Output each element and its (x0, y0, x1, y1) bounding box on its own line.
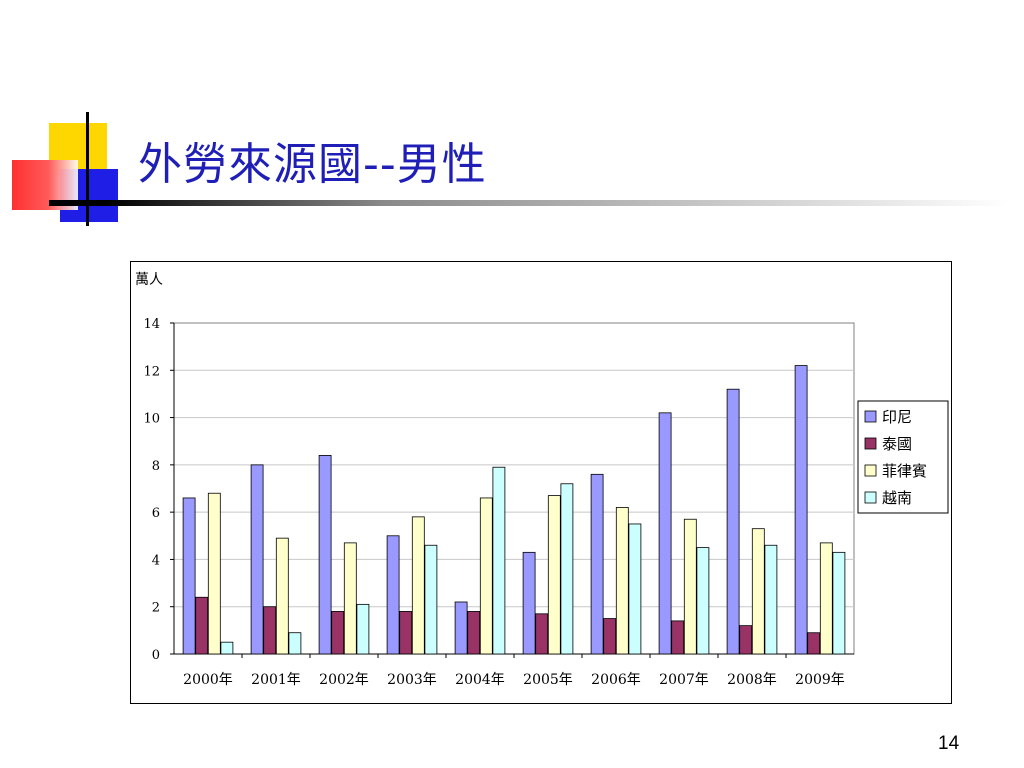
legend-swatch-1 (864, 410, 877, 423)
slide-title: 外勞來源國--男性 (138, 139, 487, 190)
bar-2-2 (263, 606, 277, 655)
plot-area: 0 2 4 6 8 10 12 14 2000年 2001年 2002年 2003年 2004年 2005… (143, 317, 855, 688)
x-tick-label: 2001年 (251, 672, 301, 688)
y-tick-label: 2 (152, 601, 160, 616)
bar-3-5 (479, 497, 493, 655)
x-tick-label: 2005年 (523, 672, 573, 688)
bar-3-8 (683, 518, 697, 655)
bar-1-9 (726, 388, 740, 655)
bar-3-7 (615, 507, 629, 655)
bar-3-9 (751, 528, 765, 655)
bar-3-10 (819, 542, 833, 655)
bar-1-7 (590, 473, 604, 655)
bar-3-2 (275, 537, 289, 655)
x-tick-label: 2004年 (455, 672, 505, 688)
bar-1-5 (454, 601, 468, 655)
bar-4-5 (492, 466, 506, 655)
bar-2-5 (467, 611, 481, 655)
bar-4-3 (356, 603, 370, 655)
y-tick-label: 10 (143, 412, 160, 427)
bar-4-7 (628, 523, 642, 655)
x-tick-label: 2000年 (183, 672, 233, 688)
x-tick-label: 2009年 (795, 672, 845, 688)
legend-label-3: 菲律賓 (882, 462, 927, 480)
bar-1-10 (794, 365, 808, 655)
chart-frame: 萬人 0 2 4 6 8 10 12 14 2000年 2001年 2002年 2003年 2004年 2… (130, 261, 952, 704)
bar-4-2 (288, 632, 302, 655)
page-number: 14 (938, 733, 960, 754)
bar-4-4 (424, 544, 438, 655)
bar-3-4 (411, 516, 425, 655)
x-tick-label: 2008年 (727, 672, 777, 688)
y-tick-label: 0 (152, 648, 160, 663)
decor-vertical-line (86, 112, 89, 226)
bar-chart: 萬人 0 2 4 6 8 10 12 14 2000年 2001年 2002年 2003年 2004年 2… (135, 272, 949, 688)
bar-4-9 (764, 544, 778, 655)
legend-label-1: 印尼 (882, 408, 912, 426)
bar-2-3 (331, 611, 345, 655)
bar-1-4 (386, 535, 400, 655)
bar-4-1 (220, 641, 234, 655)
legend-swatch-2 (864, 437, 877, 450)
unit-label: 萬人 (135, 272, 163, 288)
legend-swatch-4 (864, 491, 877, 504)
legend-label-2: 泰國 (882, 435, 912, 453)
bar-1-3 (318, 454, 332, 655)
y-tick-label: 4 (152, 553, 160, 568)
bar-2-10 (807, 632, 821, 655)
bar-1-1 (182, 497, 196, 655)
legend-swatch-3 (864, 464, 877, 477)
bar-3-6 (547, 495, 561, 655)
bar-1-2 (250, 464, 264, 655)
legend-label-4: 越南 (882, 489, 912, 507)
bar-4-6 (560, 483, 574, 655)
bar-3-1 (207, 492, 221, 655)
y-tick-label: 12 (143, 364, 160, 379)
x-tick-label: 2007年 (659, 672, 709, 688)
bar-4-8 (696, 547, 710, 655)
x-tick-label: 2002年 (319, 672, 369, 688)
bar-2-8 (671, 620, 685, 655)
bar-2-1 (195, 596, 209, 655)
x-tick-label: 2003年 (387, 672, 437, 688)
bar-2-4 (399, 611, 413, 655)
bar-2-6 (535, 613, 549, 655)
decor-title-underline (49, 200, 1009, 206)
y-tick-label: 6 (152, 506, 160, 521)
y-tick-label: 14 (143, 317, 160, 332)
x-tick-label: 2006年 (591, 672, 641, 688)
bar-1-6 (522, 551, 536, 655)
bar-4-10 (832, 551, 846, 655)
bar-2-9 (739, 625, 753, 655)
bar-2-7 (603, 618, 617, 655)
bar-1-8 (658, 412, 672, 655)
y-tick-label: 8 (152, 459, 160, 474)
bar-3-3 (343, 542, 357, 655)
